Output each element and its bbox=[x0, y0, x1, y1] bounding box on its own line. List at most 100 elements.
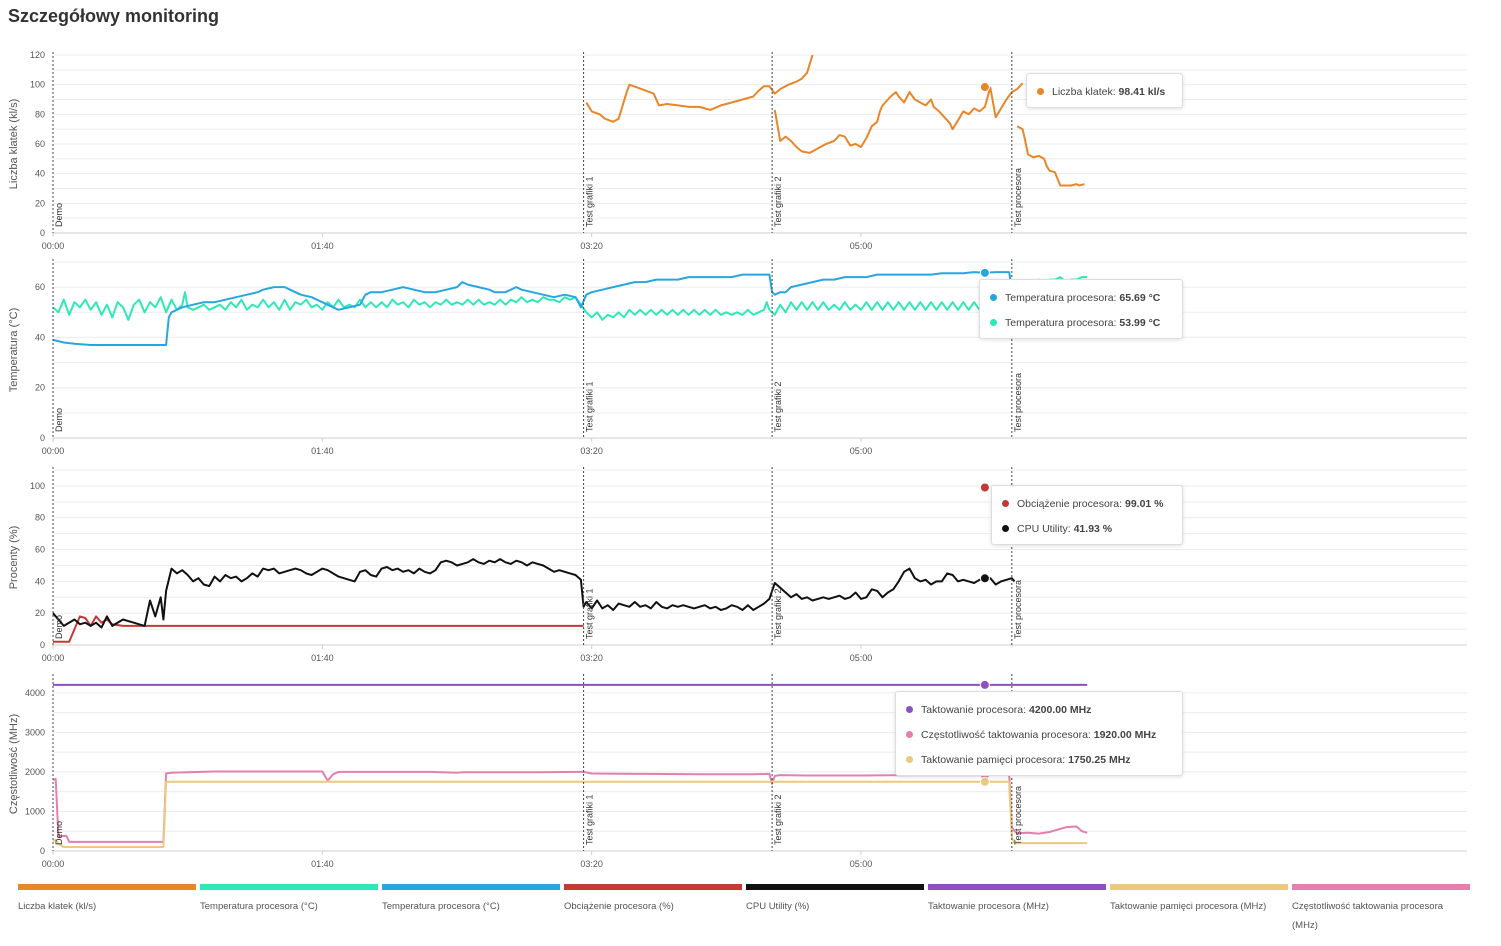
tooltip-value: 98.41 kl/s bbox=[1118, 86, 1166, 98]
y-axis-label: Temperatura (°C) bbox=[8, 308, 20, 392]
legend-swatch bbox=[1292, 884, 1470, 890]
marker-label: Test grafiki 1 bbox=[585, 794, 595, 845]
legend-swatch bbox=[746, 884, 924, 890]
tooltip-3: Obciążenie procesora: 99.01 % CPU Utility… bbox=[991, 485, 1183, 545]
legend-item-cpu_clock[interactable]: Taktowanie procesora (MHz) bbox=[928, 884, 1106, 916]
tooltip-row: Częstotliwość taktowania procesora: 1920… bbox=[906, 723, 1172, 748]
series-line-fps bbox=[773, 82, 1024, 154]
y-tick-label: 2000 bbox=[25, 767, 45, 777]
y-tick-label: 100 bbox=[30, 80, 45, 90]
chart-panel-1: 0 20 40 60 80 100 120 00:00 01:40 03:20 05:00 Liczb… bbox=[8, 50, 1467, 251]
y-tick-label: 40 bbox=[35, 169, 45, 179]
marker-label: Test grafiki 2 bbox=[773, 794, 783, 845]
x-tick-label: 05:00 bbox=[850, 446, 873, 456]
y-tick-label: 4000 bbox=[25, 688, 45, 698]
y-tick-label: 80 bbox=[35, 109, 45, 119]
y-tick-label: 80 bbox=[35, 513, 45, 523]
legend-item-fps[interactable]: Liczba klatek (kl/s) bbox=[18, 884, 196, 916]
legend: Liczba klatek (kl/s) Temperatura procesor… bbox=[18, 884, 1488, 944]
page-title: Szczegółowy monitoring bbox=[8, 6, 220, 26]
legend-label: Taktowanie procesora (MHz) bbox=[928, 901, 1049, 912]
series-dot-icon bbox=[1002, 499, 1009, 507]
x-tick-label: 05:00 bbox=[850, 653, 873, 663]
legend-item-temp_cpu[interactable]: Temperatura procesora (°C) bbox=[382, 884, 560, 916]
legend-label: Liczba klatek (kl/s) bbox=[18, 901, 97, 912]
tooltip-label: Taktowanie pamięci procesora: bbox=[921, 754, 1069, 766]
tooltip-4: Taktowanie procesora: 4200.00 MHz Częstot… bbox=[895, 691, 1183, 776]
hover-point-cpu_load bbox=[979, 482, 990, 493]
y-tick-label: 120 bbox=[30, 50, 45, 60]
tooltip-row: CPU Utility: 41.93 % bbox=[1002, 517, 1172, 542]
series-line-mem_clock bbox=[52, 780, 1088, 848]
tooltip-label: Temperatura procesora: bbox=[1005, 292, 1120, 304]
legend-label: Temperatura procesora (°C) bbox=[382, 901, 500, 912]
y-axis-label: Procenty (%) bbox=[8, 526, 20, 590]
series-dot-icon bbox=[990, 318, 997, 326]
legend-swatch bbox=[18, 884, 196, 890]
series-line-fps bbox=[1016, 125, 1085, 187]
chart-panel-3: 0 20 40 60 80 100 00:00 01:40 03:20 05:00 Procenty… bbox=[8, 467, 1467, 663]
x-tick-label: 03:20 bbox=[580, 859, 603, 869]
marker-label: Test procesora bbox=[1013, 580, 1023, 639]
x-tick-label: 03:20 bbox=[580, 653, 603, 663]
tooltip-value: 1920.00 MHz bbox=[1093, 729, 1157, 741]
y-tick-label: 0 bbox=[40, 640, 45, 650]
y-tick-label: 20 bbox=[35, 608, 45, 618]
x-tick-label: 05:00 bbox=[850, 241, 873, 251]
legend-swatch bbox=[382, 884, 560, 890]
marker-label: Demo bbox=[54, 821, 64, 845]
x-tick-label: 03:20 bbox=[580, 446, 603, 456]
x-tick-label: 01:40 bbox=[311, 241, 334, 251]
y-tick-label: 0 bbox=[40, 433, 45, 443]
legend-label: Temperatura procesora (°C) bbox=[200, 901, 318, 912]
y-tick-label: 20 bbox=[35, 198, 45, 208]
tooltip-value: 53.99 °C bbox=[1119, 317, 1161, 329]
legend-label: Obciążenie procesora (%) bbox=[564, 901, 674, 912]
tooltip-value: 99.01 % bbox=[1124, 498, 1164, 510]
marker-label: Demo bbox=[54, 408, 64, 432]
series-dot-icon bbox=[906, 705, 913, 713]
tooltip-row: Temperatura procesora: 53.99 °C bbox=[990, 311, 1172, 336]
marker-label: Test grafiki 1 bbox=[585, 176, 595, 227]
tooltip-row: Taktowanie pamięci procesora: 1750.25 MH… bbox=[906, 748, 1172, 773]
y-tick-label: 40 bbox=[35, 332, 45, 342]
series-line-temp_gpu bbox=[52, 276, 1088, 321]
x-tick-label: 00:00 bbox=[42, 653, 65, 663]
hover-point-cpu_clock bbox=[979, 679, 990, 690]
hover-point-mem_clock bbox=[979, 776, 990, 787]
y-tick-label: 0 bbox=[40, 228, 45, 238]
series-dot-icon bbox=[906, 730, 913, 738]
legend-item-mem_clock[interactable]: Taktowanie pamięci procesora (MHz) bbox=[1110, 884, 1288, 916]
legend-item-temp_gpu[interactable]: Temperatura procesora (°C) bbox=[200, 884, 378, 916]
legend-item-cpu_util[interactable]: CPU Utility (%) bbox=[746, 884, 924, 916]
marker-label: Test grafiki 2 bbox=[773, 381, 783, 432]
y-tick-label: 40 bbox=[35, 576, 45, 586]
marker-label: Demo bbox=[54, 615, 64, 639]
y-axis-label: Liczba klatek (kl/s) bbox=[8, 99, 20, 189]
y-tick-label: 60 bbox=[35, 282, 45, 292]
legend-item-cpu_load[interactable]: Obciążenie procesora (%) bbox=[564, 884, 742, 916]
x-tick-label: 03:20 bbox=[580, 241, 603, 251]
x-tick-label: 01:40 bbox=[311, 653, 334, 663]
y-tick-label: 100 bbox=[30, 481, 45, 491]
x-tick-label: 00:00 bbox=[42, 446, 65, 456]
marker-label: Test grafiki 1 bbox=[585, 588, 595, 639]
y-tick-label: 0 bbox=[40, 846, 45, 856]
tooltip-label: Częstotliwość taktowania procesora: bbox=[921, 729, 1094, 741]
series-line-fps bbox=[585, 54, 814, 123]
legend-swatch bbox=[928, 884, 1106, 890]
x-tick-label: 00:00 bbox=[42, 859, 65, 869]
legend-swatch bbox=[564, 884, 742, 890]
hover-point-temp_cpu bbox=[979, 267, 990, 278]
series-dot-icon bbox=[1002, 524, 1009, 532]
legend-label: Taktowanie pamięci procesora (MHz) bbox=[1110, 901, 1267, 912]
tooltip-value: 41.93 % bbox=[1073, 523, 1113, 535]
tooltip-row: Obciążenie procesora: 99.01 % bbox=[1002, 492, 1172, 517]
legend-item-cpu_freq[interactable]: Częstotliwość taktowania procesora (MHz) bbox=[1292, 884, 1470, 935]
chart-panel-2: 0 20 40 60 00:00 01:40 03:20 05:00 Temperatura (… bbox=[8, 259, 1467, 456]
tooltip-row: Liczba klatek: 98.41 kl/s bbox=[1037, 80, 1172, 105]
tooltip-value: 4200.00 MHz bbox=[1028, 704, 1092, 716]
series-dot-icon bbox=[990, 293, 997, 301]
legend-swatch bbox=[1110, 884, 1288, 890]
marker-label: Test procesora bbox=[1013, 373, 1023, 432]
